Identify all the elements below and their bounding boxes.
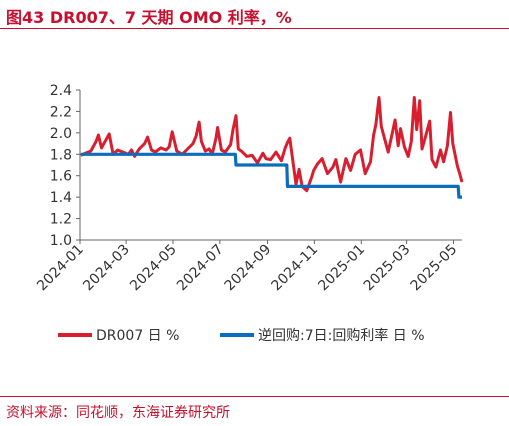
- y-tick-label: 1.4: [50, 190, 72, 206]
- y-axis: 1.0 1.2 1.4 1.6 1.8 2.0 2.2 2.4: [50, 83, 81, 249]
- y-tick-label: 1.2: [50, 212, 72, 228]
- y-tick-label: 2.4: [50, 83, 72, 99]
- x-tick-label: 2025-03: [361, 242, 414, 295]
- x-tick-label: 2024-09: [222, 242, 275, 295]
- y-tick-label: 1.8: [50, 147, 72, 163]
- y-tick-label: 2.0: [50, 126, 72, 142]
- x-tick-label: 2024-03: [80, 242, 133, 295]
- legend: DR007 日 % 逆回购:7日:回购利率 日 %: [58, 327, 425, 344]
- series-line-dr007: [80, 96, 464, 193]
- y-tick-label: 1.0: [50, 233, 72, 249]
- legend-item-omo-label: 逆回购:7日:回购利率 日 %: [258, 327, 425, 344]
- x-tick-label: 2024-11: [269, 242, 322, 295]
- line-chart: 1.01.21.41.61.82.02.22.4 2024-012024-032…: [34, 83, 464, 344]
- y-tick-label: 1.6: [50, 169, 72, 185]
- x-tick-label: 2024-07: [174, 242, 227, 295]
- x-tick-label: 2025-01: [315, 242, 368, 295]
- source-note: 资料来源：同花顺，东海证券研究所: [6, 405, 230, 421]
- series-line-omo: [80, 152, 462, 199]
- x-axis: 2024-012024-032024-052024-072024-092024-…: [34, 239, 462, 295]
- chart-title: 图43 DR007、7 天期 OMO 利率，%: [6, 8, 292, 27]
- y-tick-label: 2.2: [50, 104, 72, 120]
- x-tick-label: 2025-05: [408, 242, 461, 295]
- plot-area: [80, 96, 464, 199]
- x-tick-label: 2024-01: [34, 242, 87, 295]
- x-tick-label: 2024-05: [127, 242, 180, 295]
- title-divider: [0, 28, 509, 29]
- footer-divider: [0, 396, 509, 397]
- legend-item-dr007-label: DR007 日 %: [96, 328, 179, 344]
